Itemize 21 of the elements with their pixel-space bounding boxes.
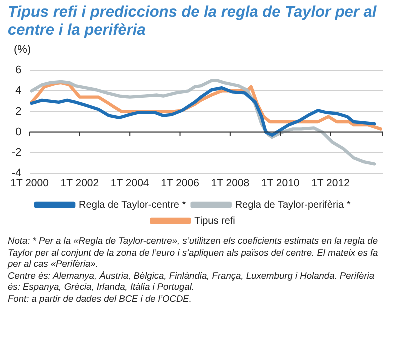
- y-tick-label: 4: [16, 85, 22, 98]
- text: Nota: * Per a la «Regla de Taylor-centre», s’utilitzen els coeficients estimats en la regla de Taylor per al conjunt de la zona de l’euro i s’apliquen als països del centre. El mateix es fa per al cas «Perifèria».: [8, 236, 380, 270]
- legend-label: Regla de Taylor-centre *: [79, 200, 186, 211]
- x-tick-label: 1T 2002: [60, 178, 100, 190]
- chart-title: Tipus refi i prediccions de la regla de Taylor per al centre i la perifèria: [8, 4, 378, 40]
- y-tick-label: 6: [16, 64, 22, 77]
- x-tick-label: 1T 2012: [312, 178, 350, 190]
- x-tick-label: 1T 2006: [161, 178, 200, 190]
- y-tick-label: -2: [12, 146, 22, 159]
- x-tick-label: 1T 2010: [261, 178, 300, 190]
- text: Font: a partir de dades del BCE i de l’OCDE.: [8, 294, 193, 305]
- y-tick-label: -4: [12, 167, 22, 180]
- y-axis-title: (%): [14, 44, 32, 56]
- y-tick-label: 0: [16, 126, 22, 138]
- text: Centre és: Alemanya, Àustria, Bèlgica, Finlàndia, França, Luxemburg i Holanda. Perifèria és: Espanya, Grècia, Irlanda, Itàlia i Portugal.: [8, 270, 376, 294]
- y-tick-label: 2: [16, 106, 22, 118]
- x-tick-label: 1T 2008: [211, 178, 250, 190]
- x-tick-label: 1T 2000: [10, 178, 50, 190]
- legend-label: Tipus refi: [194, 216, 236, 227]
- x-tick-label: 1T 2004: [110, 178, 150, 190]
- legend-label: Regla de Taylor-perifèria *: [235, 200, 351, 211]
